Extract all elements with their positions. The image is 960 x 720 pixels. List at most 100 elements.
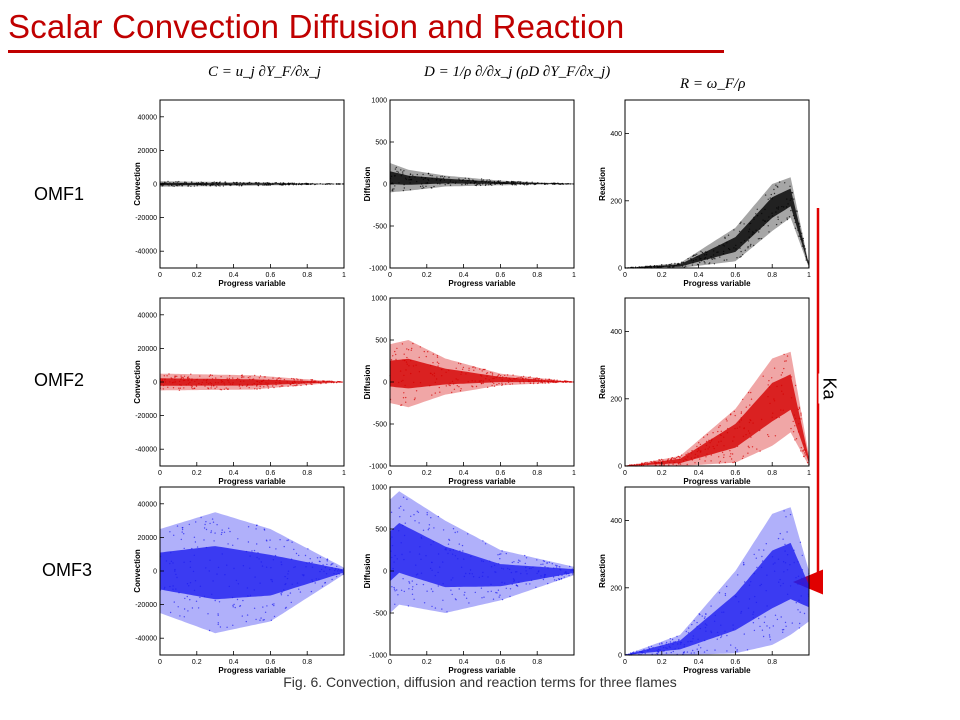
scatter-point [415,564,417,566]
scatter-point [263,619,265,621]
scatter-point [262,619,264,621]
scatter-point [266,605,268,607]
scatter-point [773,398,775,400]
scatter-point [511,561,513,564]
scatter-point [460,373,462,375]
scatter-point [335,183,338,185]
scatter-point [631,652,634,654]
scatter-point [662,646,665,649]
scatter-point [798,627,801,629]
scatter-point [808,573,810,575]
scatter-point [300,184,303,186]
scatter-point [685,265,687,267]
scatter-point [394,185,396,187]
scatter-point [499,558,501,560]
scatter-point [279,183,282,186]
scatter-point [273,615,276,618]
scatter-point [743,564,745,566]
scatter-point [190,185,192,187]
scatter-point [251,378,254,381]
scatter-point [475,181,477,183]
scatter-point [780,384,783,387]
scatter-point [557,182,559,185]
scatter-point [292,184,295,186]
x-axis-label: Progress variable [448,477,516,486]
scatter-point [779,585,782,587]
scatter-point [455,181,457,183]
scatter-point [394,590,396,592]
scatter-point [397,594,399,596]
scatter-point [803,443,805,445]
scatter-point [720,430,722,432]
scatter-point [797,609,799,611]
scatter-point [740,417,742,419]
scatter-point [523,382,525,384]
scatter-point [514,183,516,185]
scatter-point [220,379,223,382]
scatter-point [456,385,458,387]
scatter-point [519,560,521,562]
scatter-point [339,381,342,383]
scatter-point [288,183,291,186]
scatter-point [498,182,501,184]
scatter-point [679,463,682,465]
scatter-point [784,562,787,564]
scatter-point [289,592,292,594]
scatter-point [523,183,525,186]
scatter-point [543,560,546,562]
scatter-point [494,571,496,573]
scatter-point [267,184,270,186]
scatter-point [437,515,440,518]
scatter-point [486,179,488,181]
scatter-point [668,266,671,268]
scatter-point [559,183,561,185]
scatter-point [270,578,272,581]
scatter-point [183,547,185,550]
scatter-point [498,596,500,598]
scatter-point [701,251,704,254]
scatter-point [653,265,656,267]
scatter-point [283,183,286,185]
scatter-point [334,569,336,572]
scatter-point [420,558,422,560]
scatter-point [675,464,678,467]
scatter-point [321,585,324,587]
scatter-point [654,462,656,464]
scatter-point [789,185,791,187]
scatter-point [311,561,313,564]
scatter-point [533,183,535,185]
y-axis-label: Convection [133,549,142,593]
scatter-point [511,383,514,385]
scatter-point [630,653,632,656]
scatter-point [559,183,561,185]
scatter-point [535,183,538,185]
scatter-point [642,463,644,465]
scatter-point [750,419,752,422]
scatter-point [712,432,714,434]
scatter-point [796,210,798,213]
scatter-point [716,444,718,446]
scatter-point [784,182,786,184]
scatter-point [336,573,338,575]
scatter-point [445,371,447,373]
scatter-point [491,374,494,376]
scatter-point [801,238,803,240]
scatter-point [475,180,477,183]
scatter-point [530,579,533,581]
scatter-point [627,465,629,467]
scatter-point [790,198,792,200]
scatter-point [451,593,453,596]
scatter-point [769,639,772,641]
scatter-point [498,180,500,183]
scatter-point [625,267,627,269]
scatter-point [773,400,776,402]
scatter-point [181,185,184,187]
scatter-point [191,387,193,389]
scatter-point [624,267,627,269]
scatter-point [687,456,689,458]
scatter-point [656,267,658,269]
scatter-point [431,605,433,608]
scatter-point [187,379,189,381]
scatter-point [767,384,769,386]
scatter-point [659,645,662,648]
